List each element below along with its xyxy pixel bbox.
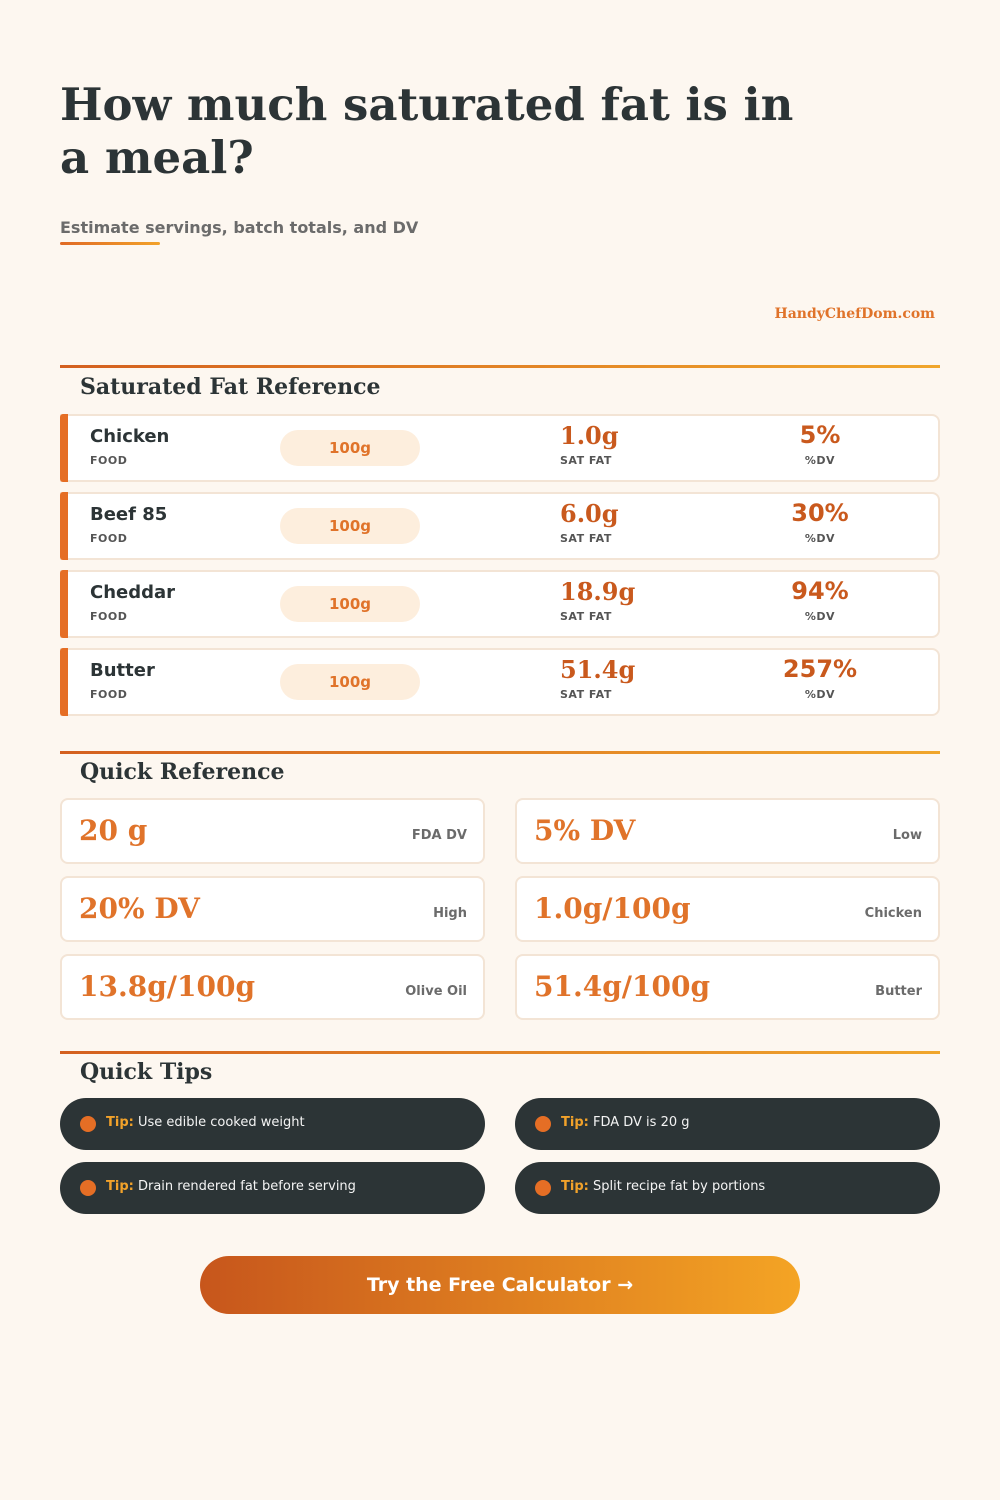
tip-pill: Tip: Drain rendered fat before serving: [60, 1162, 485, 1214]
quick-ref-value: 1.0g/100g: [534, 892, 691, 925]
tip-text: FDA DV is 20 g: [592, 1115, 690, 1130]
section-divider: [60, 365, 940, 368]
food-label: FOOD: [90, 688, 128, 701]
try-calculator-button[interactable]: Try the Free Calculator →: [200, 1256, 800, 1314]
tip-text: Drain rendered fat before serving: [137, 1179, 356, 1194]
food-label: FOOD: [90, 532, 128, 545]
food-row-beef: Beef 85 FOOD 100g 6.0g SAT FAT 30% %DV: [60, 492, 940, 560]
quick-ref-caption: Olive Oil: [405, 984, 467, 999]
sat-fat-value: 18.9g: [560, 577, 636, 606]
tip-prefix: Tip:: [106, 1179, 134, 1194]
dv-value: 5%: [799, 421, 841, 449]
quick-ref-card: 20% DV High: [60, 876, 485, 942]
quick-ref-card: 13.8g/100g Olive Oil: [60, 954, 485, 1020]
sat-fat-value: 1.0g: [560, 421, 619, 450]
quick-ref-caption: Chicken: [864, 906, 922, 921]
quick-ref-card: 5% DV Low: [515, 798, 940, 864]
tip-prefix: Tip:: [561, 1179, 589, 1194]
quick-ref-value: 13.8g/100g: [79, 970, 256, 1003]
food-name: Chicken: [90, 426, 170, 447]
tip-pill: Tip: Use edible cooked weight: [60, 1098, 485, 1150]
sat-fat-value: 6.0g: [560, 499, 619, 528]
dv-label: %DV: [804, 610, 836, 623]
quick-ref-value: 5% DV: [534, 814, 636, 847]
tip-bullet-icon: [535, 1180, 551, 1196]
food-label: FOOD: [90, 610, 128, 623]
quick-ref-caption: FDA DV: [411, 828, 467, 843]
sat-fat-label: SAT FAT: [560, 610, 612, 623]
tip-prefix: Tip:: [106, 1115, 134, 1130]
portion-pill: 100g: [280, 664, 420, 700]
dv-label: %DV: [804, 688, 836, 701]
quick-ref-caption: Low: [892, 828, 922, 843]
quick-ref-caption: Butter: [875, 984, 922, 999]
portion-pill: 100g: [280, 586, 420, 622]
dv-value: 94%: [791, 577, 849, 605]
page-subtitle: Estimate servings, batch totals, and DV: [60, 218, 419, 237]
food-name: Cheddar: [90, 582, 176, 603]
food-row-chicken: Chicken FOOD 100g 1.0g SAT FAT 5% %DV: [60, 414, 940, 482]
tip-bullet-icon: [80, 1180, 96, 1196]
dv-label: %DV: [804, 454, 836, 467]
quick-ref-value: 20% DV: [79, 892, 200, 925]
food-name: Beef 85: [90, 504, 168, 525]
portion-pill: 100g: [280, 508, 420, 544]
food-label: FOOD: [90, 454, 128, 467]
dv-value: 30%: [791, 499, 849, 527]
tip-text: Use edible cooked weight: [137, 1115, 305, 1130]
page-title: How much saturated fat is in a meal?: [60, 78, 794, 184]
quick-reference-title: Quick Reference: [80, 759, 285, 785]
quick-ref-card: 1.0g/100g Chicken: [515, 876, 940, 942]
reference-section-title: Saturated Fat Reference: [80, 374, 381, 400]
sat-fat-value: 51.4g: [560, 655, 636, 684]
tip-prefix: Tip:: [561, 1115, 589, 1130]
quick-ref-value: 20 g: [79, 814, 148, 847]
tip-bullet-icon: [535, 1116, 551, 1132]
quick-ref-card: 20 g FDA DV: [60, 798, 485, 864]
tip-pill: Tip: Split recipe fat by portions: [515, 1162, 940, 1214]
section-divider: [60, 751, 940, 754]
subtitle-underline: [60, 242, 160, 245]
tip-text: Split recipe fat by portions: [592, 1179, 766, 1194]
portion-pill: 100g: [280, 430, 420, 466]
dv-value: 257%: [782, 655, 858, 683]
dv-label: %DV: [804, 532, 836, 545]
quick-ref-caption: High: [433, 906, 467, 921]
tip-pill: Tip: FDA DV is 20 g: [515, 1098, 940, 1150]
quick-ref-card: 51.4g/100g Butter: [515, 954, 940, 1020]
sat-fat-label: SAT FAT: [560, 688, 612, 701]
food-row-cheddar: Cheddar FOOD 100g 18.9g SAT FAT 94% %DV: [60, 570, 940, 638]
brand-link[interactable]: HandyChefDom.com: [774, 306, 936, 322]
sat-fat-label: SAT FAT: [560, 454, 612, 467]
food-name: Butter: [90, 660, 155, 681]
quick-ref-value: 51.4g/100g: [534, 970, 711, 1003]
sat-fat-label: SAT FAT: [560, 532, 612, 545]
quick-tips-title: Quick Tips: [80, 1059, 213, 1085]
tip-bullet-icon: [80, 1116, 96, 1132]
food-row-butter: Butter FOOD 100g 51.4g SAT FAT 257% %DV: [60, 648, 940, 716]
section-divider: [60, 1051, 940, 1054]
